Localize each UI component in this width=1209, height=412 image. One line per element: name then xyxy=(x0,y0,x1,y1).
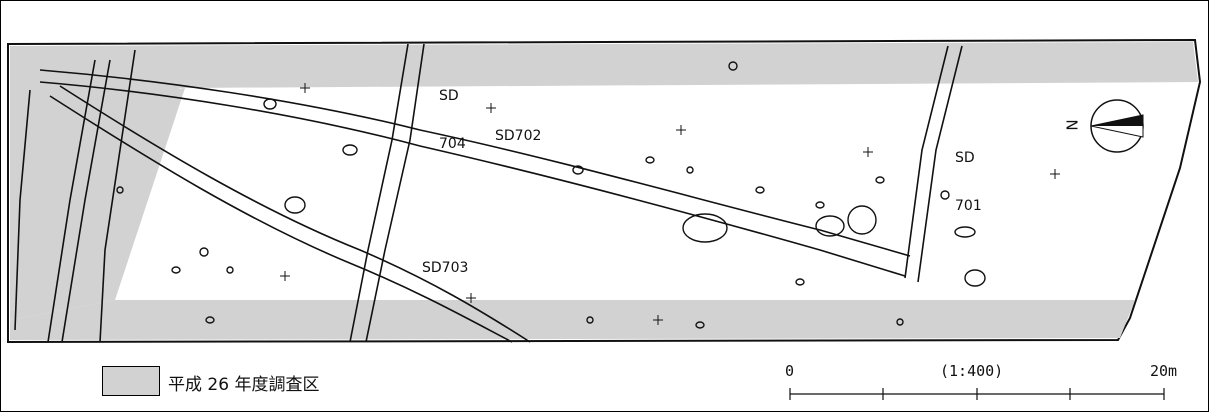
pit xyxy=(954,226,976,238)
label-sd701-line2: 701 xyxy=(955,198,982,214)
legend-label: 平成 26 年度調査区 xyxy=(168,375,320,395)
pit xyxy=(795,278,805,286)
label-sd704: SD 704 xyxy=(439,56,466,168)
label-sd701: SD 701 xyxy=(955,118,982,230)
ditch-left-4 xyxy=(14,89,31,331)
label-sd704-line1: SD xyxy=(439,88,459,104)
pit xyxy=(226,266,234,274)
grid-cross xyxy=(863,147,873,157)
pit xyxy=(284,196,306,214)
survey-band-top xyxy=(10,42,1198,120)
ditch-sd703-edge xyxy=(49,95,513,343)
pit xyxy=(586,316,594,324)
scale-bar xyxy=(789,388,1165,400)
pit xyxy=(116,186,124,194)
scale-end-label: 20m xyxy=(1150,362,1178,380)
label-sd701-line1: SD xyxy=(955,150,975,166)
pit xyxy=(815,201,825,209)
grid-cross xyxy=(486,103,496,113)
label-sd703: SD703 xyxy=(422,260,469,276)
scale-start-label: 0 xyxy=(785,362,795,380)
ditch-sd704-edge xyxy=(365,43,425,343)
grid-cross xyxy=(676,125,686,135)
pit xyxy=(572,165,584,175)
pit xyxy=(695,321,705,329)
survey-band-left xyxy=(10,88,185,320)
north-label: N xyxy=(1062,119,1081,131)
pit xyxy=(815,215,845,237)
survey-band-bottom xyxy=(10,300,1135,340)
pit xyxy=(263,98,277,110)
grid-cross xyxy=(466,293,476,303)
label-sd702: SD702 xyxy=(495,128,542,144)
grid-marks xyxy=(280,83,1060,325)
pit xyxy=(645,156,655,164)
pit xyxy=(728,61,738,71)
pit xyxy=(875,176,885,184)
ditches xyxy=(14,43,963,343)
pit xyxy=(755,186,765,194)
grid-cross xyxy=(280,271,290,281)
ditch-left-2 xyxy=(61,59,111,343)
label-sd704-line2: 704 xyxy=(439,136,466,152)
ditch-left-1 xyxy=(47,59,96,343)
pit xyxy=(964,269,986,287)
ditch-sd702-edge xyxy=(39,81,906,277)
north-arrow-icon xyxy=(1090,99,1144,153)
ditch-sd702 xyxy=(39,69,911,257)
pit xyxy=(847,205,877,235)
pits xyxy=(116,61,986,329)
pit xyxy=(686,166,694,174)
legend-swatch xyxy=(102,366,160,396)
ditch-sd701-edge xyxy=(917,45,963,283)
pit xyxy=(342,144,358,156)
ditch-left-3 xyxy=(99,49,136,343)
grid-cross xyxy=(1050,169,1060,179)
pit xyxy=(199,247,209,257)
pit xyxy=(205,316,215,324)
ditch-sd704 xyxy=(349,43,409,343)
pit xyxy=(940,190,950,200)
pit xyxy=(896,318,904,326)
pit xyxy=(171,266,181,274)
ditch-sd701 xyxy=(904,45,949,279)
scale-ratio-label: (1:400) xyxy=(940,362,1004,380)
pit xyxy=(682,213,728,243)
ditch-sd703 xyxy=(59,85,531,343)
grid-cross xyxy=(653,315,663,325)
grid-cross xyxy=(300,83,310,93)
